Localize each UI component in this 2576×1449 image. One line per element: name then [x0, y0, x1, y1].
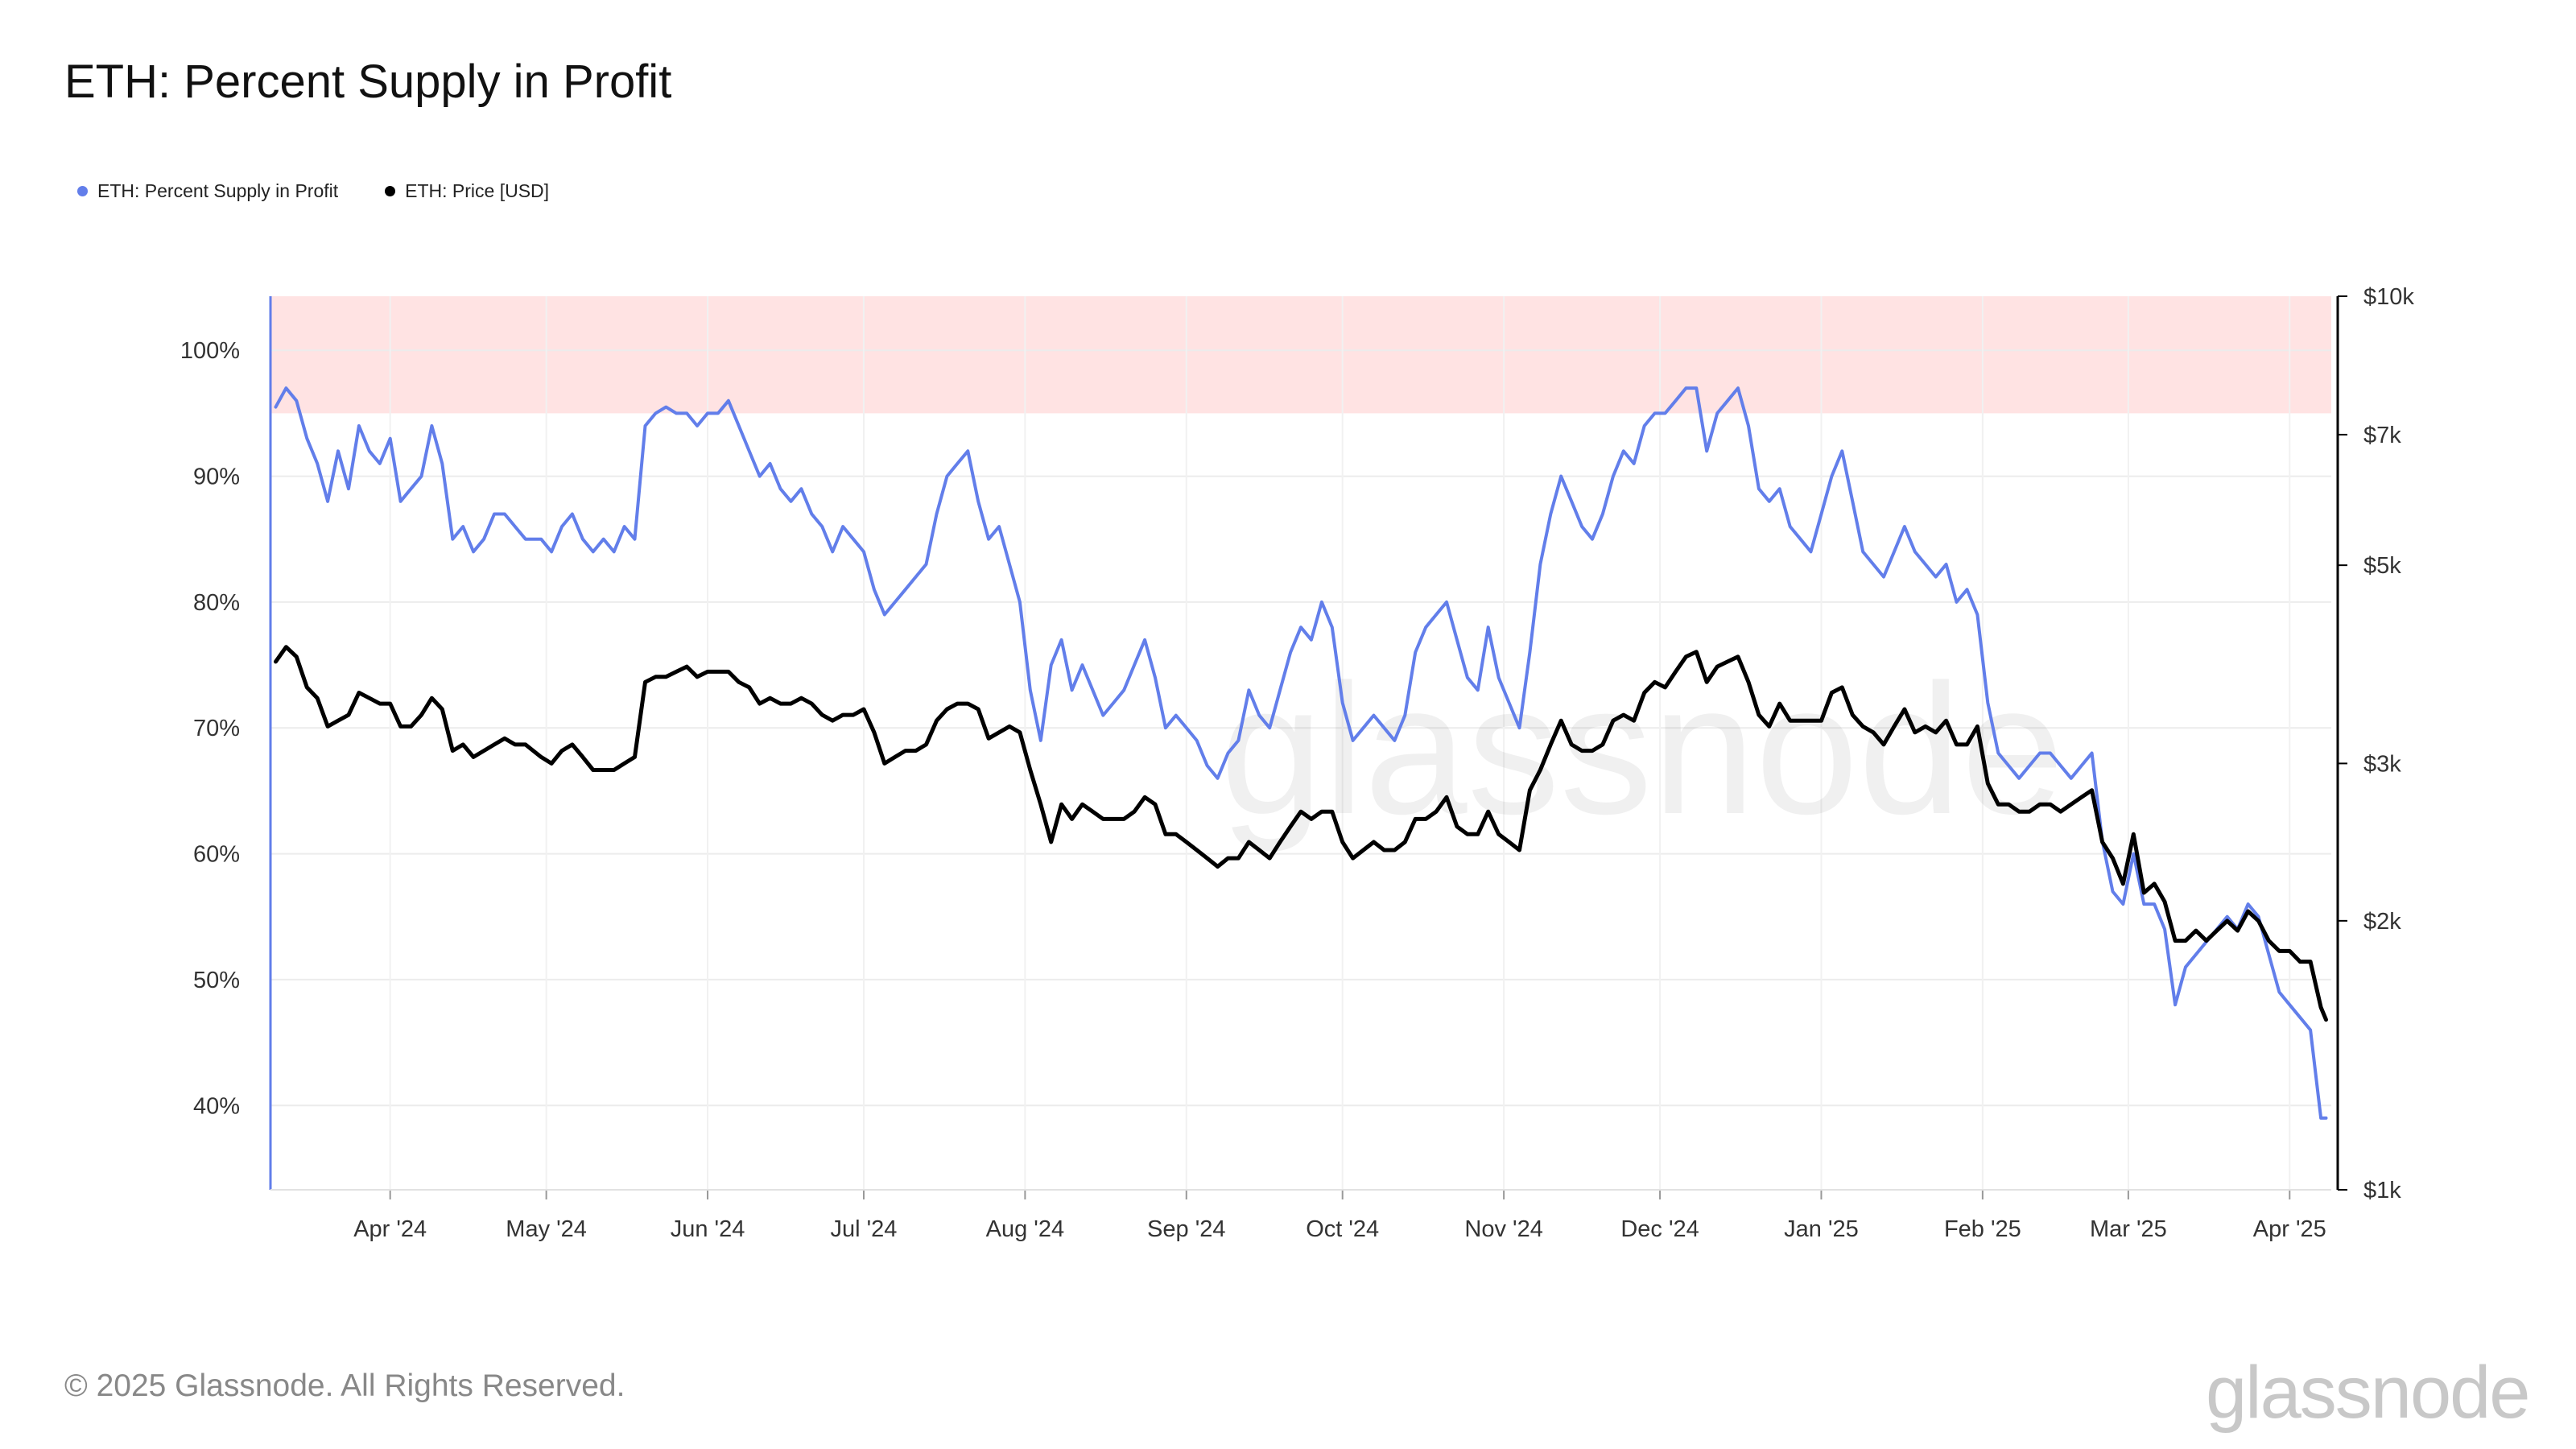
y-right-tick-label: $2k — [2363, 909, 2401, 935]
y-left-tick-label: 80% — [193, 590, 240, 616]
y-right-tick-label: $7k — [2363, 423, 2401, 448]
axis-layer: 40% 50% 60% 70% 80% 90% 100% Apr '24 May '24 Jun … — [180, 284, 2415, 1242]
highlight-band-layer — [270, 296, 2331, 414]
y-left-tick-label: 90% — [193, 464, 240, 490]
footer-brand-logo: glassnode — [2206, 1352, 2530, 1434]
legend-label-price: ETH: Price [USD] — [405, 180, 550, 201]
x-tick-label: Apr '24 — [353, 1216, 427, 1242]
legend-dot-supply — [77, 186, 88, 196]
x-tick-label: Nov '24 — [1464, 1216, 1542, 1242]
legend-dot-price — [385, 186, 396, 196]
x-tick-label: Dec '24 — [1620, 1216, 1699, 1242]
x-tick-label: Jan '25 — [1784, 1216, 1859, 1242]
chart-title: ETH: Percent Supply in Profit — [64, 56, 672, 108]
chart-legend: ETH: Percent Supply in Profit ETH: Price… — [77, 180, 549, 202]
x-tick-label: Aug '24 — [986, 1216, 1064, 1242]
series-line-price — [274, 645, 2328, 1022]
y-left-tick-label: 60% — [193, 842, 240, 868]
x-tick-label: Jul '24 — [831, 1216, 898, 1242]
y-right-tick-label: $5k — [2363, 553, 2401, 579]
y-left-tick-label: 100% — [180, 338, 240, 364]
legend-item-price[interactable]: ETH: Price [USD] — [385, 180, 549, 202]
chart-watermark: glassnode — [1220, 646, 2065, 852]
legend-item-supply-in-profit[interactable]: ETH: Percent Supply in Profit — [77, 180, 338, 202]
x-tick-label: Sep '24 — [1147, 1216, 1225, 1242]
y-right-tick-label: $10k — [2363, 284, 2414, 310]
x-tick-label: Apr '25 — [2253, 1216, 2326, 1242]
series-line-supply-in-profit — [274, 386, 2328, 1120]
x-tick-label: Jun '24 — [671, 1216, 745, 1242]
y-left-tick-label: 70% — [193, 716, 240, 741]
y-left-tick-label: 40% — [193, 1093, 240, 1119]
y-right-tick-label: $1k — [2363, 1178, 2401, 1203]
x-tick-label: Oct '24 — [1306, 1216, 1379, 1242]
footer-copyright: © 2025 Glassnode. All Rights Reserved. — [64, 1368, 625, 1403]
x-tick-label: May '24 — [506, 1216, 587, 1242]
x-tick-label: Feb '25 — [1944, 1216, 2021, 1242]
x-tick-label: Mar '25 — [2090, 1216, 2167, 1242]
grid-layer — [270, 296, 2331, 1190]
y-right-tick-label: $3k — [2363, 751, 2401, 777]
y-left-tick-label: 50% — [193, 968, 240, 993]
legend-label-supply: ETH: Percent Supply in Profit — [97, 180, 339, 201]
series-layer — [274, 386, 2328, 1120]
overheated-zone-band — [270, 296, 2331, 414]
